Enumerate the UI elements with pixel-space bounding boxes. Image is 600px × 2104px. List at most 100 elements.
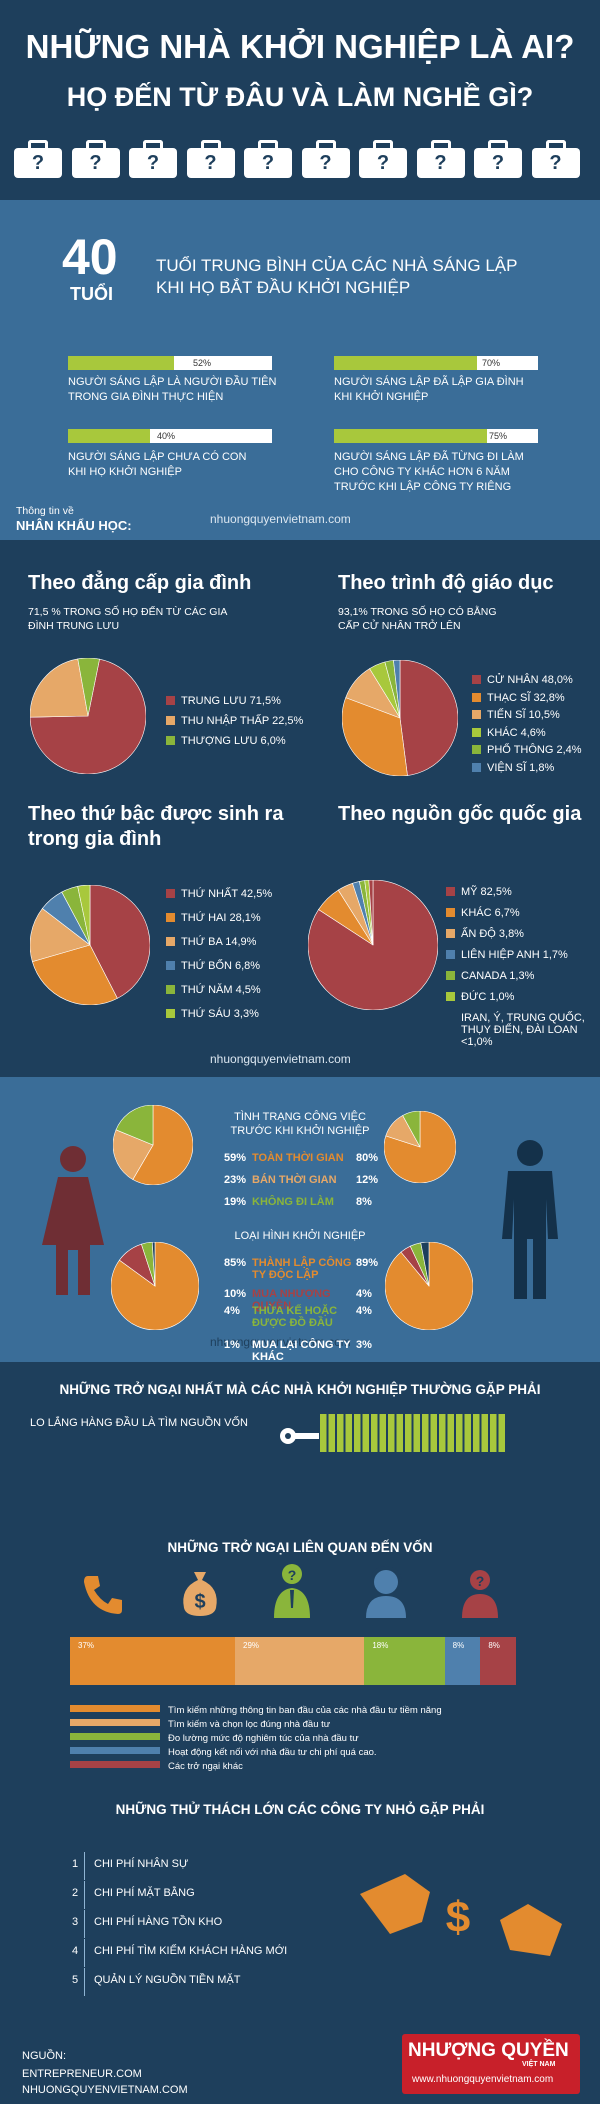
row-label: TOÀN THỜI GIAN	[252, 1152, 344, 1164]
legend-swatch	[166, 961, 175, 970]
briefcase-icon: ?	[474, 140, 522, 178]
legend-label: THỨ BỐN 6,8%	[181, 960, 261, 972]
bill	[447, 1414, 454, 1452]
money-icon	[280, 1414, 505, 1452]
row-label: BÁN THỜI GIAN	[252, 1174, 337, 1186]
legend-swatch	[70, 1719, 160, 1726]
legend-label: KHÁC 6,7%	[461, 907, 520, 919]
challenge-divider	[84, 1910, 85, 1938]
legend-label: THỨ HAI 28,1%	[181, 912, 261, 924]
bar-segment: 18%	[364, 1637, 445, 1685]
bill	[371, 1414, 378, 1452]
legend-item: THỨ SÁU 3,3%	[166, 1008, 259, 1020]
question-user-icon: ?	[462, 1570, 498, 1618]
male-pct: 80%	[356, 1152, 379, 1164]
bill	[413, 1414, 420, 1452]
woman-icon	[42, 1146, 104, 1295]
pie-chart-family	[30, 658, 146, 774]
legend-swatch	[446, 908, 455, 917]
pie-slice	[420, 1242, 430, 1287]
obstacles-worry: LO LẮNG HÀNG ĐẦU LÀ TÌM NGUỒN VỐN	[30, 1417, 249, 1429]
legend-swatch	[446, 887, 455, 896]
legend-swatch	[472, 727, 481, 737]
legend-item: THỨ BA 14,9%	[166, 936, 256, 948]
legend-swatch	[166, 716, 175, 725]
pie-slice	[402, 1111, 421, 1148]
female-pct: 4%	[224, 1305, 240, 1317]
legend-item: TRUNG LƯU 71,5%	[166, 695, 281, 707]
bill	[430, 1414, 437, 1452]
pie1-title: Theo đẳng cấp gia đình	[28, 572, 252, 594]
stat-pct-4: 75%	[489, 431, 508, 441]
stat-bar-fill	[334, 429, 487, 443]
legend-swatch	[472, 762, 481, 772]
legend-item: THỨ HAI 28,1%	[166, 912, 261, 924]
legend-item: THƯỢNG LƯU 6,0%	[166, 735, 286, 747]
brand-url: www.nhuongquyenvietnam.com	[412, 2074, 554, 2085]
legend-swatch	[446, 950, 455, 959]
challenge-number: 3	[72, 1916, 79, 1928]
pie-type-male	[385, 1242, 473, 1330]
legend-label: THỨ NĂM 4,5%	[181, 984, 261, 996]
male-pct: 89%	[356, 1257, 379, 1269]
bill	[396, 1414, 403, 1452]
pie-slice	[399, 660, 458, 776]
challenge-number: 4	[72, 1945, 79, 1957]
pie-slice	[115, 1105, 154, 1146]
type-title: LOẠI HÌNH KHỞI NGHIỆP	[234, 1230, 366, 1242]
bar-label: 29%	[243, 1641, 260, 1650]
challenge-divider	[84, 1939, 85, 1967]
briefcase-icon: ?	[129, 140, 177, 178]
stat-bar-4: 75%	[334, 429, 538, 443]
pie-chart-birth-order	[30, 885, 150, 1005]
pie-slice	[77, 658, 100, 717]
bar-label: 37%	[78, 1641, 95, 1650]
legend-item: Tìm kiếm và chọn lọc đúng nhà đầu tư	[70, 1719, 330, 1730]
legend-label: TIẾN SĨ 10,5%	[487, 709, 560, 721]
bill	[328, 1414, 335, 1452]
row-label: MUA NHƯỢNG QUYỀN	[252, 1288, 331, 1312]
legend-swatch	[70, 1747, 160, 1754]
row-label: KHÔNG ĐI LÀM	[252, 1196, 334, 1208]
stat-bar-fill	[68, 356, 175, 370]
legend-item: MỸ 82,5%	[446, 886, 512, 898]
legend-label: ĐỨC 1,0%	[461, 991, 515, 1003]
stat-bar-3: 40%	[68, 429, 272, 443]
legend-swatch	[70, 1733, 160, 1740]
legend-swatch	[70, 1761, 160, 1768]
briefcase-icon: ?	[186, 140, 235, 178]
legend-label: CANADA 1,3%	[461, 970, 535, 982]
pie-slice	[77, 885, 91, 946]
legend-item: Đo lường mức độ nghiêm túc của nhà đầu t…	[70, 1733, 359, 1744]
legend-item: TIẾN SĨ 10,5%	[472, 709, 560, 721]
legend-swatch	[166, 696, 175, 705]
briefcase-icon: ?	[531, 140, 580, 178]
watermark: nhuongquyenvietnam.com	[210, 1052, 351, 1066]
legend-label: THU NHẬP THẤP 22,5%	[181, 715, 304, 727]
bill	[379, 1414, 386, 1452]
legend-swatch	[166, 913, 175, 922]
legend-swatch	[166, 985, 175, 994]
bill	[362, 1414, 369, 1452]
challenge-divider	[84, 1852, 85, 1880]
pie-slice	[132, 1105, 193, 1185]
bar-segment: 37%	[70, 1637, 236, 1685]
brand-logo: NHƯỢNG QUYỀN VIỆT NAM www.nhuongquyenvie…	[402, 2034, 580, 2094]
briefcase-icon: ?	[244, 140, 292, 178]
legend-label: IRAN, Ý, TRUNG QUỐC, THỤY ĐIỂN, ĐÀI LOAN…	[461, 1012, 585, 1048]
female-pct: 59%	[224, 1152, 247, 1164]
bar-segment: 8%	[480, 1637, 516, 1685]
legend-swatch	[166, 1009, 175, 1018]
bill	[498, 1414, 505, 1452]
bill	[481, 1414, 488, 1452]
legend-item: LIÊN HIỆP ANH 1,7%	[446, 949, 568, 961]
bill	[337, 1414, 344, 1452]
female-pct: 10%	[224, 1288, 247, 1300]
pie3-title-2: trong gia đình	[28, 828, 162, 850]
age-number: 40	[62, 229, 118, 285]
bill	[439, 1414, 446, 1452]
briefcase-icon: ?	[71, 140, 120, 178]
hands-money-icon: $	[360, 1874, 562, 1956]
pie-slice	[113, 1129, 154, 1180]
legend-item: VIỆN SĨ 1,8%	[472, 762, 554, 774]
